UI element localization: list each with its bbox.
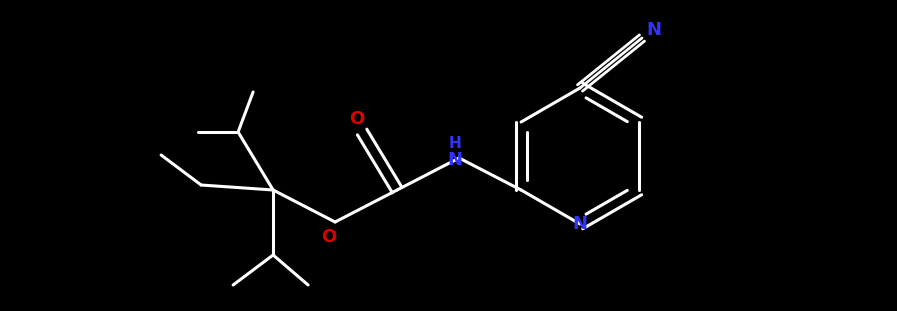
Text: N: N bbox=[448, 151, 463, 169]
Text: H: H bbox=[448, 137, 461, 151]
Text: O: O bbox=[321, 228, 336, 246]
Text: N: N bbox=[572, 215, 588, 233]
Text: O: O bbox=[350, 110, 365, 128]
Text: N: N bbox=[647, 21, 661, 39]
